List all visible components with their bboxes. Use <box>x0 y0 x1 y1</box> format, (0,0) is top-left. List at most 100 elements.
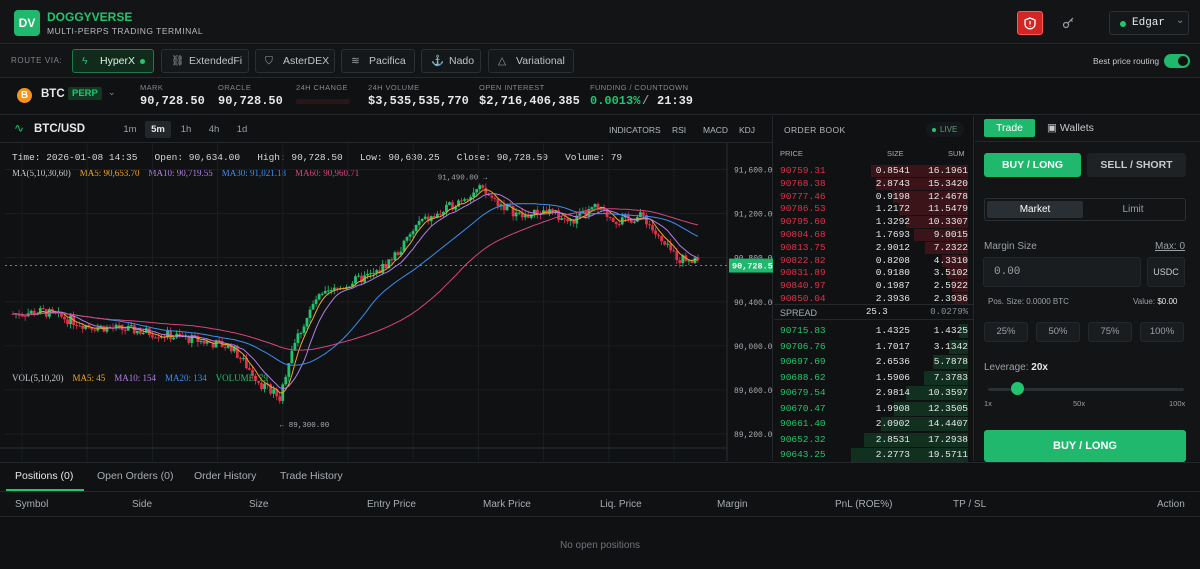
user-menu[interactable]: Edgar ⌄ <box>1109 11 1189 35</box>
buy-long-toggle[interactable]: BUY / LONG <box>984 153 1081 177</box>
bid-row[interactable]: 90679.54 2.9814 10.3597 <box>774 386 974 400</box>
ask-row[interactable]: 90795.60 1.3292 10.3307 <box>774 216 974 229</box>
ask-depth-bar <box>946 267 968 280</box>
max-link[interactable]: Max: 0 <box>1155 241 1186 252</box>
security-shield-button[interactable] <box>1017 11 1043 35</box>
ask-row[interactable]: 90777.46 0.9198 12.4678 <box>774 190 974 203</box>
route-nado[interactable]: ⚓ Nado <box>421 49 481 73</box>
tab-wallets[interactable]: ▣ Wallets <box>1047 122 1094 134</box>
submit-buy-long-button[interactable]: BUY / LONG <box>984 430 1186 462</box>
leverage-handle[interactable] <box>1011 382 1025 395</box>
key-button[interactable] <box>1055 11 1081 35</box>
candle-body <box>229 344 233 352</box>
price-chart[interactable]: 91,600.0091,200.0090,800.0090,400.0090,0… <box>0 143 773 461</box>
margin-input[interactable]: 0.00 <box>983 257 1141 287</box>
positions-tab-3[interactable]: Trade History <box>280 470 343 482</box>
candle-body <box>532 209 536 215</box>
best-price-toggle[interactable] <box>1164 54 1190 68</box>
bid-row[interactable]: 90661.40 2.0902 14.4407 <box>774 417 974 431</box>
candle-body <box>272 389 276 394</box>
tf-1h[interactable]: 1h <box>180 124 192 135</box>
tf-5m[interactable]: 5m <box>145 121 171 138</box>
indicator-macd[interactable]: MACD <box>703 125 729 135</box>
ask-sum: 3.5102 <box>933 267 968 279</box>
bid-depth-bar <box>905 386 968 400</box>
ask-row[interactable]: 90850.04 2.3936 2.3936 <box>774 293 974 305</box>
col-sum: SUM <box>948 149 965 158</box>
positions-tab-0[interactable]: Positions (0) <box>15 470 74 482</box>
bid-sum: 3.1342 <box>933 340 968 352</box>
tf-1d[interactable]: 1d <box>236 124 248 135</box>
route-variational[interactable]: △ Variational <box>488 49 574 73</box>
bid-row[interactable]: 90670.47 1.9908 12.3505 <box>774 401 974 416</box>
ask-size: 2.9012 <box>875 241 910 253</box>
pct-25[interactable]: 25% <box>984 322 1028 342</box>
lev-min: 1x <box>984 399 992 408</box>
route-hyperx[interactable]: ϟ HyperX <box>72 49 154 73</box>
leverage-track[interactable] <box>988 388 1184 391</box>
bid-size: 1.7017 <box>875 340 910 352</box>
chart-panel[interactable]: ∿ BTC/USD 1m 5m 1h 4h 1d INDICATORS RSI MACD KD… <box>0 116 773 461</box>
candle-body <box>687 260 691 262</box>
pct-100[interactable]: 100% <box>1140 322 1184 342</box>
tab-trade[interactable]: Trade <box>984 119 1035 137</box>
ask-row[interactable]: 90822.82 0.8208 4.3310 <box>774 254 974 267</box>
route-extendedfi[interactable]: ⛓ ExtendedFi <box>161 49 249 73</box>
positions-tab-1[interactable]: Open Orders (0) <box>97 470 174 482</box>
indicator-indicators[interactable]: INDICATORS <box>609 125 661 135</box>
candle-body <box>460 200 463 202</box>
lev-mid: 50x <box>1073 399 1086 408</box>
market-symbol[interactable]: BTC <box>41 88 65 100</box>
candle-body <box>305 317 309 327</box>
pct-50[interactable]: 50% <box>1036 322 1080 342</box>
ask-depth-bar <box>924 241 968 254</box>
pct-75[interactable]: 75% <box>1088 322 1132 342</box>
market-tab[interactable]: Market <box>987 201 1083 218</box>
bid-row[interactable]: 90688.62 1.5906 7.3783 <box>774 370 974 385</box>
candle-body <box>90 327 94 330</box>
bid-row[interactable]: 90697.69 2.6536 5.7878 <box>774 355 974 369</box>
candle-body <box>669 243 673 251</box>
y-tick-label: 91,600.00 <box>734 167 773 176</box>
unit-select[interactable]: USDC <box>1147 257 1185 287</box>
candle-body <box>423 216 427 219</box>
ask-row[interactable]: 90786.53 1.2172 11.5479 <box>774 203 974 216</box>
ask-row[interactable]: 90831.89 0.9180 3.5102 <box>774 267 974 280</box>
limit-tab[interactable]: Limit <box>1122 204 1144 215</box>
candle-body <box>508 205 512 207</box>
candle-body <box>560 218 564 220</box>
candle-body <box>496 199 500 207</box>
candle-body <box>235 346 239 358</box>
ask-row[interactable]: 90768.38 2.8743 15.3420 <box>774 177 974 190</box>
ask-row[interactable]: 90840.97 0.1987 2.5922 <box>774 280 974 293</box>
candle-body <box>675 251 679 261</box>
positions-tab-2[interactable]: Order History <box>194 470 257 482</box>
candle-body <box>211 342 215 348</box>
ask-row[interactable]: 90759.31 0.8541 16.1961 <box>774 165 974 177</box>
ask-size: 2.3936 <box>875 293 910 304</box>
ask-row[interactable]: 90813.75 2.9012 7.2322 <box>774 241 974 254</box>
bid-row[interactable]: 90715.83 1.4325 1.4325 <box>774 324 974 338</box>
tf-4h[interactable]: 4h <box>208 124 220 135</box>
candle-body <box>20 315 24 317</box>
market-chevron-icon[interactable]: ⌄ <box>108 87 116 97</box>
ask-sum: 2.3936 <box>933 293 968 304</box>
bid-row[interactable]: 90652.32 2.8531 17.2938 <box>774 432 974 447</box>
col-7: PnL (ROE%) <box>835 499 893 510</box>
ask-sum: 16.1961 <box>928 165 968 176</box>
ask-row[interactable]: 90804.68 1.7693 9.0015 <box>774 229 974 241</box>
tf-1m[interactable]: 1m <box>123 124 137 135</box>
route-pacifica[interactable]: ≋ Pacifica <box>341 49 415 73</box>
candle-body <box>396 252 400 256</box>
bid-row[interactable]: 90643.25 2.2773 19.5711 <box>774 448 974 462</box>
anchor-icon: ⚓ <box>431 55 445 67</box>
ask-sum: 10.3307 <box>928 216 968 228</box>
bid-row[interactable]: 90706.76 1.7017 3.1342 <box>774 339 974 354</box>
sell-short-toggle[interactable]: SELL / SHORT <box>1087 153 1186 177</box>
indicator-rsi[interactable]: RSI <box>672 125 687 135</box>
indicator-kdj[interactable]: KDJ <box>739 125 756 135</box>
change-bar <box>296 99 350 104</box>
candle-body <box>645 215 648 225</box>
candle-body <box>238 357 242 360</box>
route-asterdex[interactable]: ⛉ AsterDEX <box>255 49 335 73</box>
